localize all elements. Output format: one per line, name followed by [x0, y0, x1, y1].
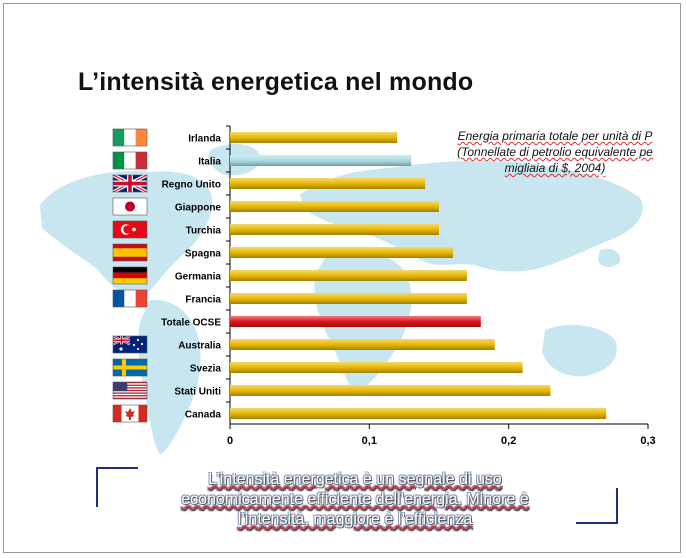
category-label: Canada: [185, 410, 222, 421]
bar: [230, 316, 481, 327]
chart-note-line: Energia primaria totale per unità di P: [457, 129, 653, 143]
francia-flag: [112, 289, 148, 308]
bar: [230, 224, 439, 235]
caption-bracket-left: [96, 467, 138, 507]
australia-flag: [112, 335, 148, 354]
category-label: Spagna: [185, 249, 222, 260]
caption-line: economicamente efficiente dell’energia. …: [181, 491, 529, 508]
x-tick-label: 0: [227, 435, 233, 447]
slide-caption: L’intensità energetica è un segnale di u…: [110, 470, 600, 530]
italia-flag: [112, 151, 148, 170]
regno-unito-flag: [112, 173, 148, 194]
category-label: Giappone: [175, 203, 222, 214]
spagna-flag: [112, 243, 148, 262]
bar: [230, 247, 453, 258]
category-label: Francia: [185, 295, 221, 306]
slide-frame: [3, 3, 681, 553]
irlanda-flag: [112, 128, 148, 147]
category-label: Australia: [178, 341, 221, 352]
bar: [230, 293, 467, 304]
chart-note-line: migliaia di $, 2004): [504, 161, 606, 175]
x-tick-label: 0,3: [640, 435, 655, 447]
bar: [230, 201, 439, 212]
giappone-flag: [112, 197, 148, 216]
category-label: Irlanda: [188, 134, 221, 145]
caption-line: l’intensità, maggiore è l’efficienza: [237, 511, 473, 528]
bar: [230, 362, 523, 373]
stati-uniti-flag: [112, 381, 148, 400]
caption-bracket-right: [576, 488, 618, 524]
bar: [230, 178, 426, 189]
x-tick-label: 0,1: [362, 435, 377, 447]
germania-flag: [112, 266, 148, 285]
category-label: Turchia: [186, 226, 222, 237]
bar: [230, 339, 495, 350]
svezia-flag: [112, 358, 148, 377]
bar: [230, 155, 412, 166]
bar: [230, 408, 607, 419]
category-label: Stati Uniti: [174, 387, 221, 398]
chart-note-line: (Tonnellate di petrolio equivalente pe: [457, 145, 653, 159]
slide-title: L’intensità energetica nel mondo: [78, 68, 474, 96]
category-label: Svezia: [190, 364, 222, 375]
canada-flag: [112, 404, 148, 423]
turchia-flag: [112, 220, 148, 239]
category-label: Germania: [175, 272, 222, 283]
bar: [230, 270, 467, 281]
category-label: Regno Unito: [162, 180, 221, 191]
x-tick-label: 0,2: [501, 435, 516, 447]
chart-note: Energia primaria totale per unità di P (…: [420, 128, 686, 176]
category-label: Italia: [198, 157, 221, 168]
category-label: Totale OCSE: [161, 318, 221, 329]
bar: [230, 132, 398, 143]
caption-line: L’intensità energetica è un segnale di u…: [208, 471, 502, 488]
bar: [230, 385, 551, 396]
